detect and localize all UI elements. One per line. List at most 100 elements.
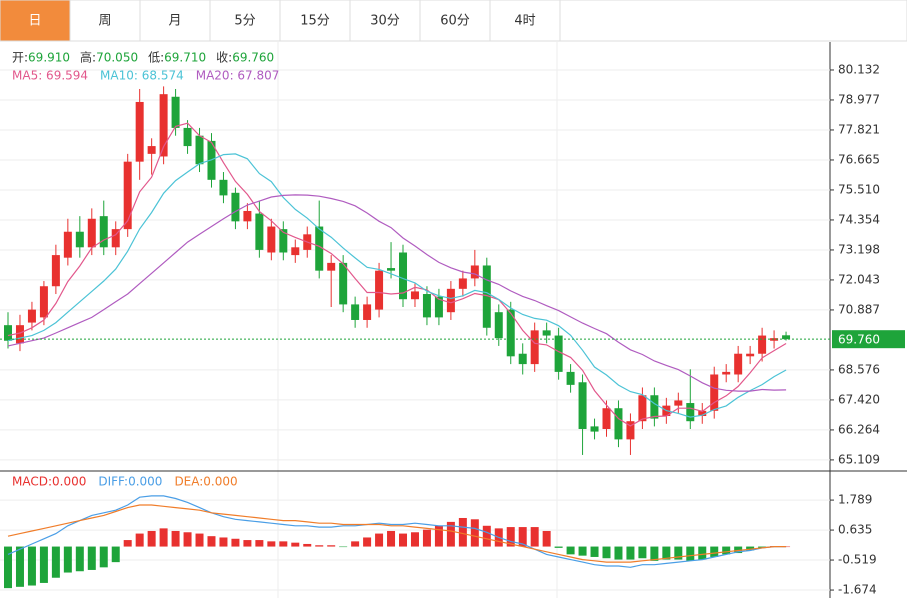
- macd-legend: DEA:0.000: [174, 475, 237, 489]
- macd-bar: [399, 533, 408, 547]
- macd-bar: [15, 546, 24, 587]
- macd-bar: [27, 546, 36, 586]
- macd-bar: [518, 527, 527, 547]
- macd-bar: [446, 521, 455, 547]
- candle-body: [123, 161, 132, 230]
- info-name: 低:: [148, 51, 164, 65]
- macd-bar: [698, 546, 707, 560]
- tab[interactable]: [0, 0, 71, 42]
- macd-bar: [626, 546, 635, 560]
- candle-body: [578, 382, 587, 429]
- candle-body: [674, 400, 683, 406]
- ma-legend: MA5: 69.594: [12, 69, 88, 83]
- tab-label[interactable]: 5分: [234, 14, 255, 29]
- macd-bar: [506, 527, 515, 547]
- macd-line: [7, 504, 787, 563]
- y-tick-label: 65.109: [838, 452, 880, 466]
- y-tick-label: 80.132: [838, 62, 880, 76]
- macd-bar: [470, 519, 479, 547]
- tab-label[interactable]: 30分: [370, 14, 400, 29]
- macd-bar: [279, 541, 288, 547]
- macd-bar: [75, 546, 84, 572]
- y-tick-label: 1.789: [838, 493, 872, 507]
- macd-bar: [542, 530, 551, 547]
- candle-body: [422, 294, 431, 318]
- macd-bar: [602, 546, 611, 559]
- macd-bar: [135, 533, 144, 547]
- candle-body: [734, 353, 743, 375]
- macd-bar: [722, 546, 731, 555]
- candle-body: [63, 231, 72, 258]
- macd-bar: [87, 546, 96, 570]
- candle-body: [279, 229, 288, 253]
- candle-body: [602, 408, 611, 429]
- macd-bar: [638, 546, 647, 559]
- macd-bar: [434, 525, 443, 547]
- y-tick-label: 73.198: [838, 242, 880, 256]
- ma-legend: MA20: 67.807: [196, 69, 280, 83]
- candle-body: [27, 309, 36, 323]
- candle-body: [75, 231, 84, 248]
- macd-legend: DIFF:0.000: [98, 475, 162, 489]
- macd-bar: [686, 546, 695, 561]
- macd-bar: [422, 529, 431, 547]
- macd-bar: [590, 546, 599, 557]
- macd-bar: [758, 546, 767, 548]
- candle-body: [315, 226, 324, 271]
- macd-bar: [339, 546, 348, 548]
- macd-bar: [650, 546, 659, 561]
- info-value: 69.910: [28, 51, 70, 65]
- macd-bar: [4, 546, 12, 589]
- candle-body: [470, 265, 479, 279]
- macd-bar: [530, 527, 539, 547]
- candle-body: [770, 338, 779, 341]
- y-tick-label: 67.420: [838, 392, 880, 406]
- y-tick-label: -1.674: [838, 583, 877, 597]
- macd-bar: [458, 517, 467, 547]
- info-value: 69.760: [232, 51, 274, 65]
- candle-body: [39, 286, 48, 318]
- macd-bar: [207, 536, 216, 547]
- macd-bar: [662, 546, 671, 560]
- macd-bar: [375, 533, 384, 547]
- macd-bar: [291, 542, 300, 547]
- tab-label[interactable]: 月: [168, 14, 181, 29]
- tab[interactable]: [489, 0, 561, 42]
- macd-bar: [746, 546, 755, 551]
- info-value: 70.050: [96, 51, 138, 65]
- macd-bar: [183, 532, 192, 547]
- tab-label[interactable]: 60分: [440, 14, 470, 29]
- macd-bar: [674, 546, 683, 560]
- y-tick-label: 0.635: [838, 523, 872, 537]
- candle-body: [327, 262, 336, 271]
- y-tick-label: 70.887: [838, 302, 880, 316]
- candle-body: [339, 262, 348, 305]
- macd-bar: [578, 546, 587, 556]
- candle-body: [686, 403, 695, 422]
- macd-bar: [734, 546, 743, 554]
- macd-bar: [147, 530, 156, 547]
- ma-line: [7, 122, 787, 427]
- macd-bar: [566, 546, 575, 555]
- candle-body: [135, 101, 144, 162]
- y-tick-label: 77.821: [838, 122, 880, 136]
- tab[interactable]: [279, 0, 351, 42]
- tab-label[interactable]: 周: [98, 14, 111, 29]
- candle-body: [626, 421, 635, 440]
- candle-body: [638, 395, 647, 422]
- candle-body: [782, 335, 791, 340]
- macd-bar: [51, 546, 60, 578]
- candle-body: [446, 288, 455, 313]
- candle-body: [243, 210, 252, 222]
- macd-bar: [351, 541, 360, 547]
- macd-bar: [303, 543, 312, 547]
- candle-body: [195, 135, 204, 165]
- macd-bar: [315, 545, 324, 547]
- macd-bar: [63, 546, 72, 573]
- candle-body: [590, 426, 599, 432]
- candle-body: [171, 96, 180, 128]
- tab-label[interactable]: 日: [28, 14, 41, 29]
- tab-label[interactable]: 15分: [300, 14, 330, 29]
- candle-body: [746, 353, 755, 357]
- tab-label[interactable]: 4时: [514, 14, 535, 29]
